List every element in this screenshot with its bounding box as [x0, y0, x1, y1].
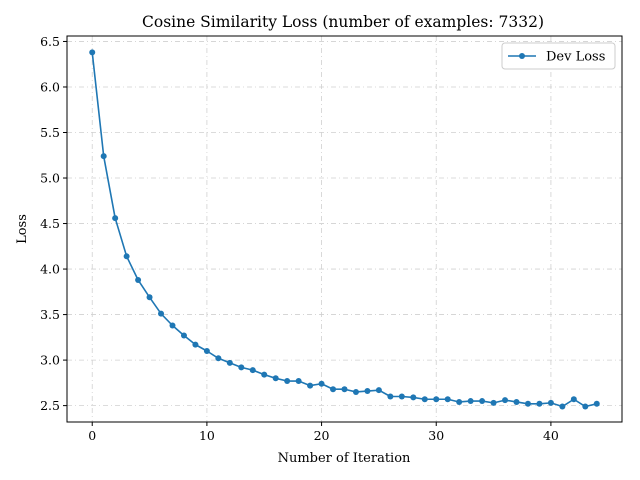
- data-point: [215, 355, 222, 362]
- data-point: [123, 253, 130, 260]
- data-point: [249, 367, 256, 374]
- data-point: [158, 310, 165, 317]
- data-point: [467, 398, 474, 405]
- y-tick-label: 5.0: [40, 171, 60, 186]
- data-point: [226, 359, 233, 366]
- data-point: [135, 276, 142, 283]
- x-tick-label: 30: [428, 428, 444, 443]
- x-tick-label: 40: [543, 428, 559, 443]
- data-point: [444, 396, 451, 403]
- data-point: [180, 332, 187, 339]
- data-point: [307, 382, 314, 389]
- data-point: [410, 394, 417, 401]
- x-tick-label: 10: [199, 428, 215, 443]
- plot-frame: [66, 35, 623, 423]
- y-tick-label: 5.5: [40, 125, 60, 140]
- data-point: [502, 397, 509, 404]
- data-point: [169, 322, 176, 329]
- chart-title: Cosine Similarity Loss (number of exampl…: [142, 13, 544, 31]
- data-point: [387, 393, 394, 400]
- legend-label: Dev Loss: [546, 50, 605, 65]
- data-point: [513, 398, 520, 405]
- data-point: [330, 386, 337, 393]
- y-tick-label: 3.0: [40, 353, 60, 368]
- data-point: [582, 403, 589, 410]
- data-point: [421, 396, 428, 403]
- data-point: [570, 396, 577, 403]
- y-tick-label: 4.0: [40, 262, 60, 277]
- data-point: [352, 388, 359, 395]
- y-tick-label: 2.5: [40, 398, 60, 413]
- data-point: [261, 371, 268, 378]
- x-axis: 0 10 20 30 40: [88, 422, 559, 443]
- data-point: [433, 396, 440, 403]
- data-point: [112, 215, 119, 222]
- y-tick-label: 3.5: [40, 307, 60, 322]
- legend-marker: [519, 53, 525, 59]
- data-point: [547, 399, 554, 406]
- y-axis: 2.5 3.0 3.5 4.0 4.5 5.0 5.5 6.0 6.5: [40, 34, 67, 413]
- y-tick-label: 6.5: [40, 34, 60, 49]
- data-point: [295, 378, 302, 385]
- data-point: [272, 375, 279, 382]
- y-tick-label: 6.0: [40, 79, 60, 94]
- x-tick-label: 20: [314, 428, 330, 443]
- data-point: [536, 400, 543, 407]
- data-point: [192, 341, 199, 348]
- y-tick-label: 4.5: [40, 216, 60, 231]
- data-point: [89, 49, 96, 56]
- data-point: [284, 378, 291, 385]
- data-point: [593, 400, 600, 407]
- grid: [67, 36, 622, 422]
- data-point: [479, 398, 486, 405]
- data-point: [238, 364, 245, 371]
- data-point: [524, 400, 531, 407]
- data-point: [490, 399, 497, 406]
- data-point: [398, 393, 405, 400]
- data-point: [559, 403, 566, 410]
- data-point: [318, 380, 325, 387]
- y-axis-label: Loss: [15, 214, 30, 244]
- legend: Dev Loss: [501, 42, 616, 70]
- data-point: [364, 388, 371, 395]
- data-point: [146, 294, 153, 301]
- legend-box: [501, 42, 616, 70]
- x-tick-label: 0: [88, 428, 96, 443]
- series-layer: [89, 49, 600, 410]
- x-axis-label: Number of Iteration: [278, 451, 411, 466]
- series-line: [91, 52, 597, 408]
- data-point: [100, 153, 107, 160]
- data-point: [341, 386, 348, 393]
- data-point: [375, 387, 382, 394]
- data-point: [203, 347, 210, 354]
- data-point: [456, 398, 463, 405]
